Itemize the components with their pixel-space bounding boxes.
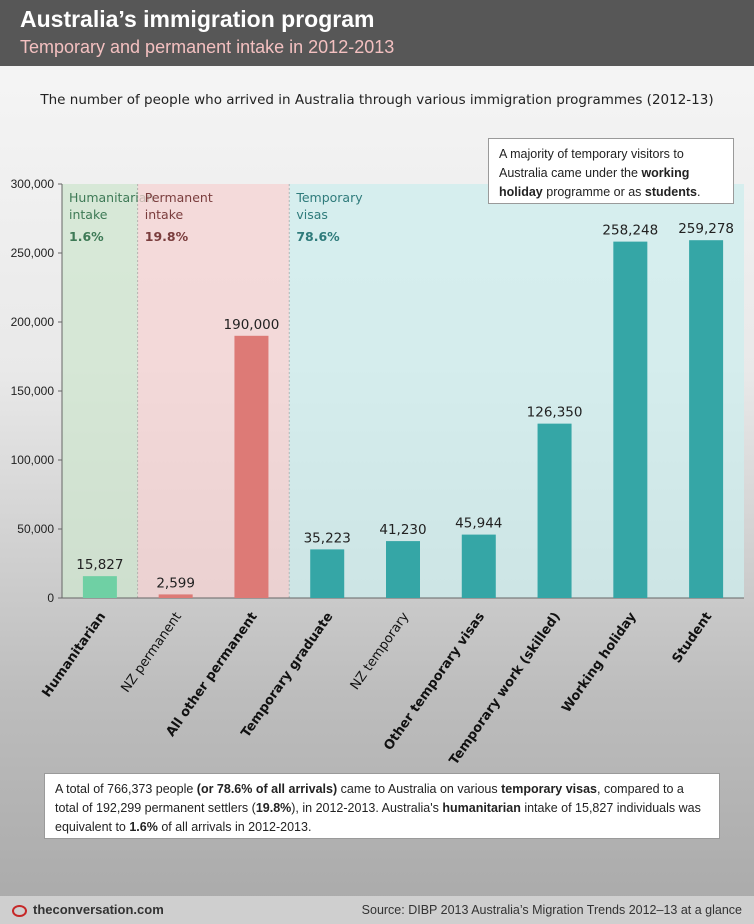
x-tick-label: Humanitarian xyxy=(39,610,109,701)
group-share-label: 78.6% xyxy=(296,229,340,244)
group-share-label: 1.6% xyxy=(69,229,104,244)
footer: theconversation.com Source: DIBP 2013 Au… xyxy=(0,896,754,924)
y-tick-label: 150,000 xyxy=(11,384,55,398)
bar-value-label: 259,278 xyxy=(678,221,734,237)
group-share-label: 19.8% xyxy=(145,229,189,244)
page-title: Australia’s immigration program xyxy=(20,6,375,32)
page-subtitle: Temporary and permanent intake in 2012-2… xyxy=(20,37,395,57)
y-tick-label: 100,000 xyxy=(11,453,55,467)
summary-bold-4: humanitarian xyxy=(442,801,521,815)
bar-value-label: 15,827 xyxy=(76,557,123,573)
bar-value-label: 190,000 xyxy=(224,317,280,333)
bar-value-label: 2,599 xyxy=(156,575,195,591)
bar xyxy=(461,534,496,598)
bar-value-label: 45,944 xyxy=(455,516,502,532)
callout-top-bold-2: students xyxy=(644,185,697,199)
y-tick-label: 50,000 xyxy=(17,522,54,536)
summary-text-3: , compared to a total of 192,299 permane… xyxy=(55,782,684,815)
summary-box: A total of 766,373 people (or 78.6% of a… xyxy=(44,773,720,839)
bar xyxy=(386,541,420,598)
x-tick-label: Temporary graduate xyxy=(239,610,337,741)
x-tick-label: Student xyxy=(670,610,716,666)
x-tick-label: NZ temporary xyxy=(348,609,413,692)
x-tick-label: Working holiday xyxy=(559,609,640,715)
y-tick-label: 250,000 xyxy=(11,246,55,260)
callout-top-text-1: A majority of temporary visitors to Aust… xyxy=(499,147,684,180)
bar xyxy=(537,423,572,598)
y-tick-label: 300,000 xyxy=(11,177,55,191)
summary-bold-1: (or 78.6% of all arrivals) xyxy=(196,782,338,796)
chart-heading: The number of people who arrived in Aust… xyxy=(40,92,714,108)
x-tick-label: NZ permanent xyxy=(119,610,185,696)
group-label: intake xyxy=(69,207,108,222)
group-band xyxy=(62,184,138,598)
bar-value-label: 35,223 xyxy=(304,530,351,546)
group-label: Permanent xyxy=(145,190,213,205)
bar-value-label: 41,230 xyxy=(379,522,426,538)
bar-value-label: 126,350 xyxy=(527,405,583,421)
bars: 15,827 2,599 190,000 35,223 41,230 45,944 126,… xyxy=(76,221,734,599)
summary-bold-5: 1.6% xyxy=(129,820,158,834)
header-banner: Australia’s immigration program Temporar… xyxy=(0,0,754,66)
summary-text-5: intake of 15,827 individuals was equival… xyxy=(55,801,701,834)
brand-link[interactable]: theconversation.com xyxy=(12,902,164,917)
group-label: intake xyxy=(145,207,184,222)
bar xyxy=(234,335,269,598)
source-note: Source: DIBP 2013 Australia’s Migration … xyxy=(361,903,742,917)
group-band xyxy=(289,184,744,598)
group-label: Temporary xyxy=(295,190,363,205)
summary-text-6: of all arrivals in 2012-2013. xyxy=(157,820,312,834)
bar xyxy=(82,576,117,598)
group-label: Humanitarian xyxy=(69,190,154,205)
bar-value-label: 258,248 xyxy=(602,223,658,239)
callout-top-text-2: programme or as xyxy=(542,185,645,199)
callout-top-text-3: . xyxy=(696,185,701,199)
brand-text: theconversation.com xyxy=(33,902,164,917)
bar xyxy=(158,594,193,598)
conversation-logo-icon xyxy=(12,904,27,917)
bar xyxy=(310,549,345,598)
callout-top: A majority of temporary visitors to Aust… xyxy=(488,138,734,204)
bar xyxy=(689,240,724,599)
y-tick-label: 0 xyxy=(47,591,54,605)
summary-text-4: ), in 2012-2013. Australia's xyxy=(291,801,443,815)
summary-text-1: A total of 766,373 people xyxy=(55,782,197,796)
callout-top-bold-1: working holiday xyxy=(499,166,690,199)
group-label: visas xyxy=(296,207,328,222)
summary-bold-3: 19.8% xyxy=(255,801,292,815)
summary-bold-2: temporary visas xyxy=(501,782,598,796)
summary-text-2: came to Australia on various xyxy=(337,782,502,796)
bar xyxy=(613,241,648,598)
y-tick-label: 200,000 xyxy=(11,315,55,329)
